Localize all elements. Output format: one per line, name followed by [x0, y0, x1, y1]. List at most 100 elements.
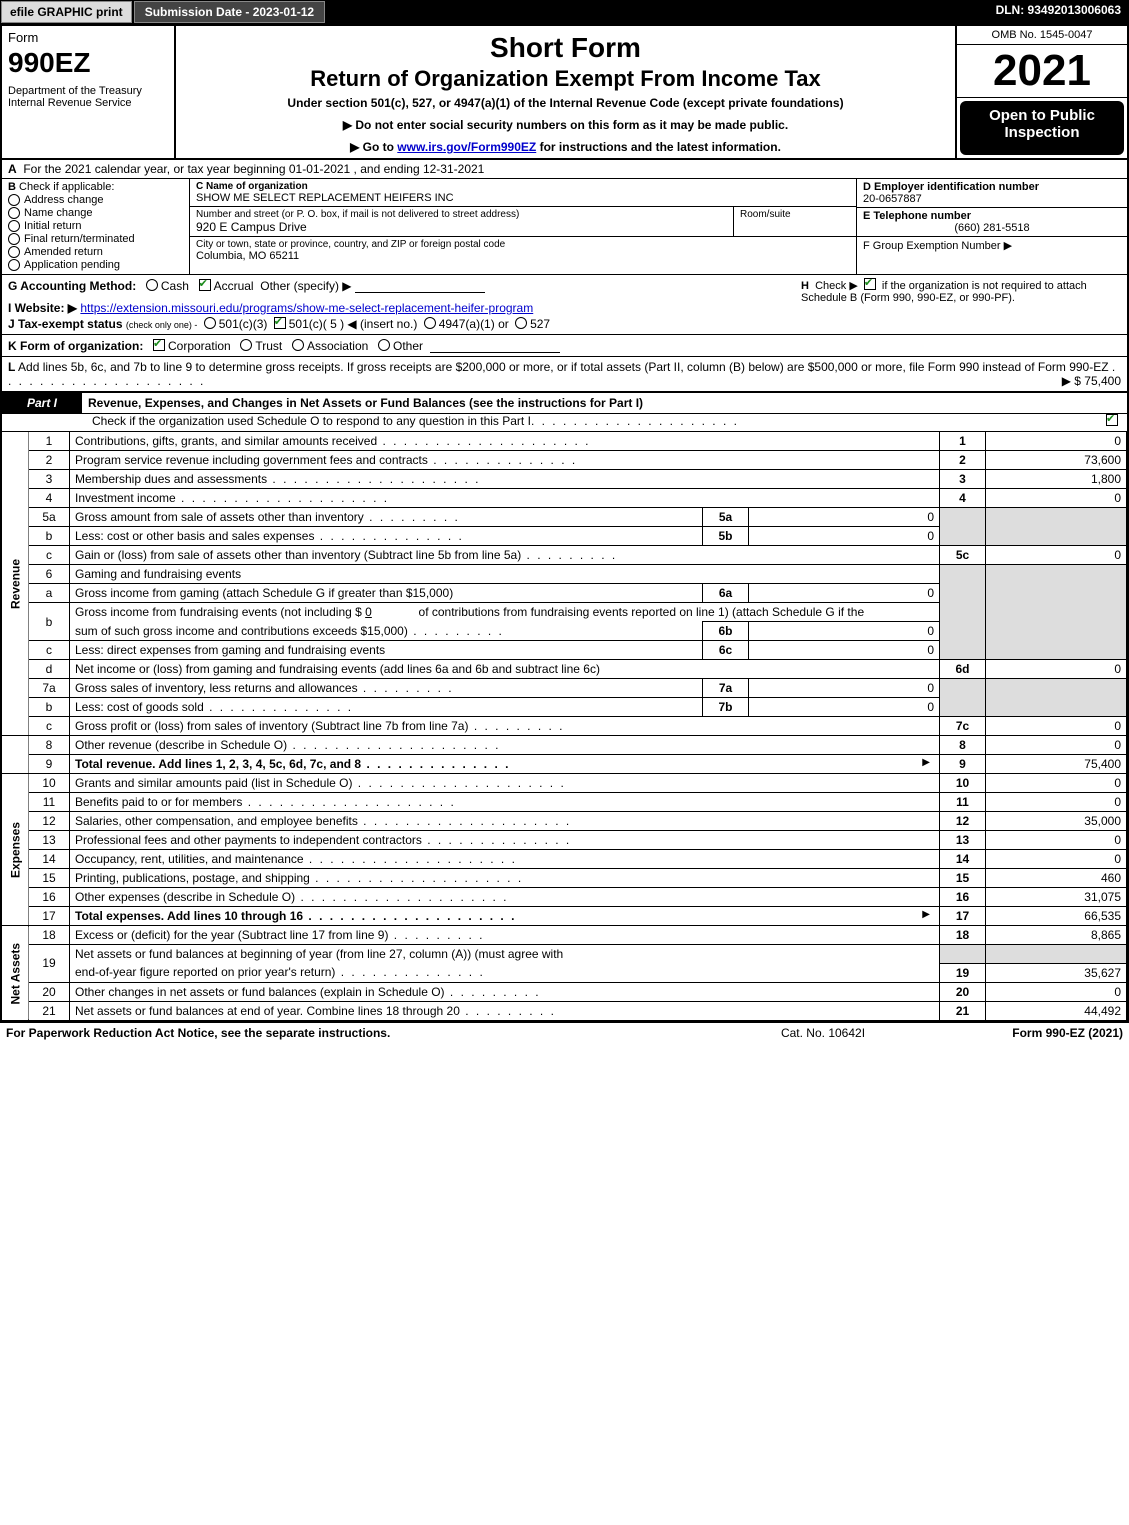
line-l-amount: ▶ $ 75,400 — [1062, 374, 1121, 388]
l-527: 527 — [530, 317, 550, 331]
r5c-desc: Gain or (loss) from sale of assets other… — [75, 548, 617, 562]
chk-corp[interactable] — [153, 339, 165, 351]
chk-527[interactable] — [515, 317, 527, 329]
r14-val: 0 — [986, 850, 1127, 869]
r3-desc: Membership dues and assessments — [75, 472, 480, 486]
r5c-val: 0 — [986, 546, 1127, 565]
footer-left: For Paperwork Reduction Act Notice, see … — [6, 1026, 723, 1040]
r7c-num: c — [29, 717, 70, 736]
r7b-sk: 7b — [703, 698, 749, 717]
chk-assoc[interactable] — [292, 339, 304, 351]
r8-val: 0 — [986, 736, 1127, 755]
expenses-side-label: Expenses — [2, 774, 29, 926]
subtitle-3: ▶ Go to www.irs.gov/Form990EZ for instru… — [184, 140, 947, 154]
r16-desc: Other expenses (describe in Schedule O) — [75, 890, 508, 904]
r15-key: 15 — [940, 869, 986, 888]
r18-key: 18 — [940, 926, 986, 945]
chk-4947[interactable] — [424, 317, 436, 329]
addr-label: Number and street (or P. O. box, if mail… — [196, 209, 727, 220]
r11-val: 0 — [986, 793, 1127, 812]
r7b-num: b — [29, 698, 70, 717]
efile-print-button[interactable]: efile GRAPHIC print — [1, 1, 132, 23]
chk-amended-return[interactable] — [8, 246, 20, 258]
chk-501c3[interactable] — [204, 317, 216, 329]
r4-val: 0 — [986, 489, 1127, 508]
r5a-sv: 0 — [749, 508, 940, 527]
chk-name-change[interactable] — [8, 207, 20, 219]
r4-desc: Investment income — [75, 491, 389, 505]
r11-key: 11 — [940, 793, 986, 812]
line-g-label: G Accounting Method: — [8, 279, 136, 293]
r15-num: 15 — [29, 869, 70, 888]
chk-address-change[interactable] — [8, 194, 20, 206]
r5a-num: 5a — [29, 508, 70, 527]
chk-501c[interactable] — [274, 317, 286, 329]
other-org-input[interactable] — [430, 338, 560, 353]
col-b-label: B — [8, 181, 16, 193]
r20-val: 0 — [986, 982, 1127, 1001]
footer-right-post: (2021) — [1085, 1026, 1123, 1040]
r17-num: 17 — [29, 907, 70, 926]
chk-label-3: Final return/terminated — [24, 233, 135, 245]
r7a-sk: 7a — [703, 679, 749, 698]
chk-cash[interactable] — [146, 279, 158, 291]
r1-num: 1 — [29, 432, 70, 451]
form-header: Form 990EZ Department of the Treasury In… — [2, 26, 1127, 160]
org-name: SHOW ME SELECT REPLACEMENT HEIFERS INC — [196, 192, 850, 204]
r19-key: 19 — [940, 963, 986, 982]
subtitle-2: ▶ Do not enter social security numbers o… — [184, 118, 947, 132]
r12-num: 12 — [29, 812, 70, 831]
r17-desc: Total expenses. Add lines 10 through 16 — [75, 909, 516, 923]
other-label: Other (specify) ▶ — [260, 279, 351, 293]
l-501c: 501(c)( 5 ) ◀ (insert no.) — [289, 317, 418, 331]
r14-key: 14 — [940, 850, 986, 869]
chk-schedule-b-not-required[interactable] — [864, 278, 876, 290]
r6b-num: b — [29, 603, 70, 641]
website-link[interactable]: https://extension.missouri.edu/programs/… — [80, 301, 533, 315]
sub3-pre: ▶ Go to — [350, 140, 397, 154]
r19-desc: Net assets or fund balances at beginning… — [70, 945, 940, 964]
chk-label-1: Name change — [24, 207, 93, 219]
short-form-title: Short Form — [184, 32, 947, 64]
r21-num: 21 — [29, 1001, 70, 1020]
r12-desc: Salaries, other compensation, and employ… — [75, 814, 571, 828]
r6b-sv: 0 — [749, 622, 940, 641]
r6-num: 6 — [29, 565, 70, 584]
r13-key: 13 — [940, 831, 986, 850]
r10-desc: Grants and similar amounts paid (list in… — [75, 776, 566, 790]
section-a: A For the 2021 calendar year, or tax yea… — [2, 160, 1127, 179]
line-j-label: J Tax-exempt status — [8, 317, 123, 331]
chk-schedule-o-used[interactable] — [1106, 414, 1118, 426]
line-l-label: L — [8, 360, 15, 374]
part-1-table: Revenue 1 Contributions, gifts, grants, … — [2, 431, 1127, 1021]
r13-val: 0 — [986, 831, 1127, 850]
col-b-text: Check if applicable: — [19, 181, 114, 193]
chk-label-4: Amended return — [24, 246, 103, 258]
room-label: Room/suite — [740, 209, 850, 220]
r21-key: 21 — [940, 1001, 986, 1020]
open-public-badge: Open to Public Inspection — [960, 101, 1124, 155]
r6a-sv: 0 — [749, 584, 940, 603]
chk-accrual[interactable] — [199, 279, 211, 291]
chk-trust[interactable] — [240, 339, 252, 351]
sub3-post: for instructions and the latest informat… — [536, 140, 781, 154]
line-l-text: Add lines 5b, 6c, and 7b to line 9 to de… — [18, 360, 1109, 374]
r9-desc: Total revenue. Add lines 1, 2, 3, 4, 5c,… — [75, 757, 510, 771]
other-specify-input[interactable] — [355, 278, 485, 293]
chk-initial-return[interactable] — [8, 220, 20, 232]
r2-desc: Program service revenue including govern… — [75, 453, 577, 467]
r6b-desc1: Gross income from fundraising events (no… — [75, 605, 362, 619]
street-address: 920 E Campus Drive — [196, 220, 727, 234]
part-1-title: Revenue, Expenses, and Changes in Net As… — [82, 393, 1127, 413]
r7b-desc: Less: cost of goods sold — [75, 700, 353, 714]
c-name-label: C Name of organization — [196, 181, 850, 192]
top-bar: efile GRAPHIC print Submission Date - 20… — [0, 0, 1129, 24]
main-title: Return of Organization Exempt From Incom… — [184, 66, 947, 92]
chk-other-org[interactable] — [378, 339, 390, 351]
submission-date-pill: Submission Date - 2023-01-12 — [134, 1, 325, 23]
chk-final-return[interactable] — [8, 233, 20, 245]
col-b: B Check if applicable: Address change Na… — [2, 179, 190, 274]
irs-link[interactable]: www.irs.gov/Form990EZ — [397, 140, 536, 154]
r16-num: 16 — [29, 888, 70, 907]
chk-application-pending[interactable] — [8, 259, 20, 271]
